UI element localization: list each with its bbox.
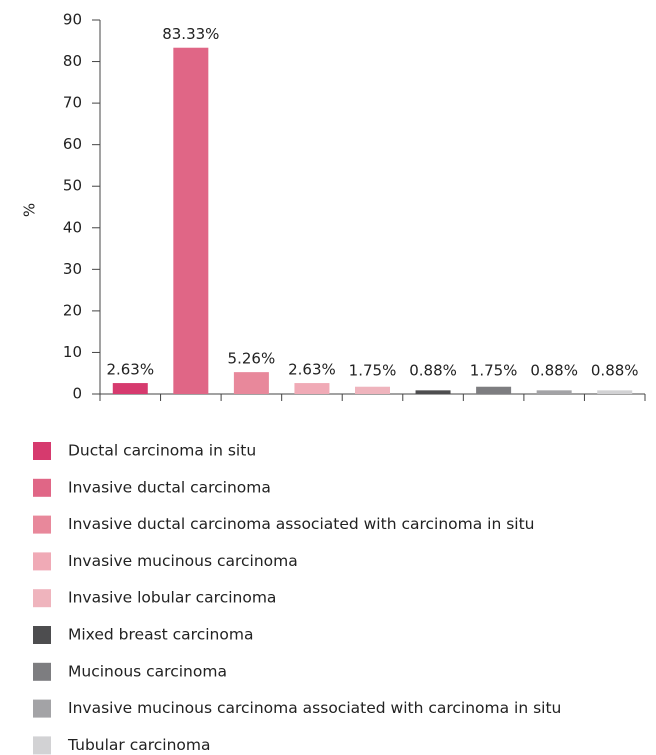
value-label: 1.75% [470,362,518,380]
y-tick-label: 30 [63,260,82,278]
legend-label: Invasive ductal carcinoma [68,478,271,496]
bar [536,390,572,394]
legend-swatch [33,442,51,460]
bar [355,386,390,394]
legend-swatch [33,552,51,571]
value-label: 2.63% [288,361,336,379]
legend-label: Mucinous carcinoma [68,662,227,680]
legend-swatch [33,478,51,497]
legend-swatch [33,662,51,681]
value-label: 2.63% [106,361,154,379]
y-tick-label: 90 [63,11,82,29]
bar [173,47,209,394]
value-label: 0.88% [591,362,639,380]
value-label: 5.26% [228,350,276,368]
y-tick-label: 80 [63,52,82,70]
legend-label: Invasive mucinous carcinoma associated w… [68,699,561,717]
legend-swatch [33,515,51,534]
legend-swatch [33,736,51,755]
value-label: 0.88% [530,362,578,380]
y-tick-label: 20 [63,301,82,319]
value-label: 1.75% [349,362,397,380]
legend-label: Ductal carcinoma in situ [68,442,256,460]
legend-label: Tubular carcinoma [67,736,211,754]
value-label: 0.88% [409,362,457,380]
legend-swatch [33,626,51,644]
y-tick-label: 50 [63,177,82,195]
legend-label: Mixed breast carcinoma [68,626,253,644]
y-tick-label: 40 [63,218,82,236]
bar [476,386,512,394]
bar [294,383,330,394]
y-tick-label: 60 [63,135,82,153]
bar [415,390,451,394]
legend-swatch [33,699,51,718]
legend-label: Invasive lobular carcinoma [68,589,276,607]
legend-swatch [33,589,51,608]
y-tick-label: 70 [63,94,82,112]
legend-label: Invasive mucinous carcinoma [68,552,298,570]
bar [597,390,633,394]
value-label: 83.33% [162,25,219,43]
bar [112,383,148,394]
bar [233,372,269,394]
y-axis-label: % [21,203,39,217]
y-tick-label: 0 [72,385,82,403]
y-tick-label: 10 [63,343,82,361]
legend-label: Invasive ductal carcinoma associated wit… [68,515,535,533]
